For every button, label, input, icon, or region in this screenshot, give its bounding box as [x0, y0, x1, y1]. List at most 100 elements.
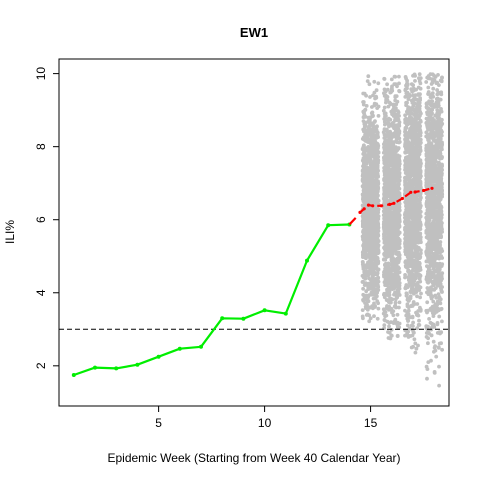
- simulation-point: [409, 278, 413, 282]
- simulation-point: [404, 126, 408, 131]
- simulation-point: [361, 255, 365, 259]
- simulation-point: [369, 227, 374, 232]
- simulation-point: [386, 237, 391, 242]
- simulation-point: [385, 121, 390, 125]
- simulation-point: [381, 307, 386, 312]
- simulation-point: [390, 146, 395, 151]
- simulation-point: [368, 141, 373, 146]
- simulation-point: [366, 131, 371, 136]
- simulation-point: [392, 210, 397, 215]
- simulation-point: [386, 172, 391, 177]
- simulation-point: [392, 283, 397, 288]
- simulation-point: [416, 208, 421, 213]
- simulation-point: [367, 319, 372, 324]
- simulation-point: [385, 82, 389, 87]
- simulation-point: [397, 205, 402, 210]
- simulation-point: [410, 151, 415, 156]
- simulation-point: [387, 183, 392, 188]
- simulation-point: [417, 288, 422, 292]
- simulation-point: [367, 124, 372, 128]
- simulation-point: [413, 283, 417, 287]
- simulation-point: [406, 333, 410, 338]
- simulation-point: [395, 112, 400, 117]
- simulation-point: [405, 201, 409, 205]
- simulation-point: [419, 291, 423, 296]
- simulation-point: [387, 230, 392, 235]
- simulation-point: [368, 305, 373, 310]
- simulation-point: [413, 79, 417, 83]
- simulation-point: [408, 166, 413, 171]
- simulation-point: [395, 228, 399, 232]
- simulation-point: [372, 314, 376, 318]
- simulation-point: [409, 116, 414, 120]
- simulation-point: [375, 159, 380, 164]
- simulation-point: [385, 251, 390, 255]
- simulation-point: [388, 131, 393, 136]
- simulation-point: [373, 305, 377, 309]
- simulation-point: [376, 154, 381, 159]
- simulation-point: [411, 86, 416, 91]
- simulation-point: [418, 130, 423, 135]
- simulation-point: [362, 248, 367, 252]
- simulation-point: [409, 121, 413, 125]
- simulation-point: [362, 198, 367, 203]
- simulation-point: [415, 302, 420, 306]
- simulation-point: [416, 212, 421, 217]
- simulation-point: [375, 172, 380, 177]
- simulation-point: [417, 172, 421, 177]
- simulation-point: [411, 289, 416, 294]
- simulation-point: [381, 213, 386, 218]
- simulation-point: [403, 236, 407, 241]
- simulation-point: [396, 287, 401, 291]
- simulation-point: [388, 217, 393, 221]
- simulation-point: [383, 178, 388, 183]
- simulation-point: [405, 262, 409, 266]
- simulation-point: [364, 134, 369, 139]
- simulation-point: [394, 138, 399, 143]
- simulation-point: [391, 112, 396, 116]
- simulation-point: [396, 153, 400, 158]
- simulation-point: [405, 253, 410, 258]
- simulation-point: [361, 115, 366, 120]
- simulation-point: [410, 205, 414, 210]
- simulation-point: [419, 251, 423, 256]
- simulation-point: [427, 317, 431, 321]
- simulation-point: [407, 161, 411, 165]
- simulation-point: [406, 238, 411, 243]
- simulation-point: [384, 100, 388, 105]
- simulation-point: [384, 255, 389, 259]
- simulation-point: [410, 185, 415, 190]
- simulation-point: [375, 279, 380, 284]
- simulation-point: [391, 175, 395, 180]
- simulation-point: [410, 314, 415, 319]
- simulation-point: [381, 196, 386, 201]
- simulation-point: [375, 165, 380, 169]
- simulation-point: [374, 129, 379, 133]
- simulation-point: [411, 162, 416, 166]
- simulation-point: [371, 171, 376, 176]
- simulation-point: [416, 133, 421, 138]
- simulation-point: [417, 260, 422, 265]
- simulation-point: [403, 129, 407, 134]
- simulation-point: [418, 307, 423, 312]
- simulation-point: [374, 222, 379, 227]
- simulation-point: [417, 76, 421, 81]
- simulation-point: [393, 317, 398, 322]
- simulation-point: [363, 189, 368, 194]
- simulation-point: [409, 269, 414, 274]
- simulation-point: [417, 79, 422, 84]
- simulation-point: [368, 238, 373, 243]
- simulation-point: [372, 242, 377, 247]
- simulation-point: [376, 245, 380, 250]
- simulation-point: [403, 286, 408, 291]
- simulation-point: [397, 131, 402, 136]
- simulation-point: [373, 147, 378, 151]
- simulation-point: [364, 153, 369, 158]
- simulation-point: [376, 81, 381, 86]
- simulation-point: [383, 283, 387, 287]
- simulation-point: [416, 343, 420, 348]
- simulation-point: [397, 300, 402, 305]
- simulation-point: [368, 316, 373, 321]
- simulation-point: [397, 194, 402, 199]
- simulation-point: [382, 132, 387, 137]
